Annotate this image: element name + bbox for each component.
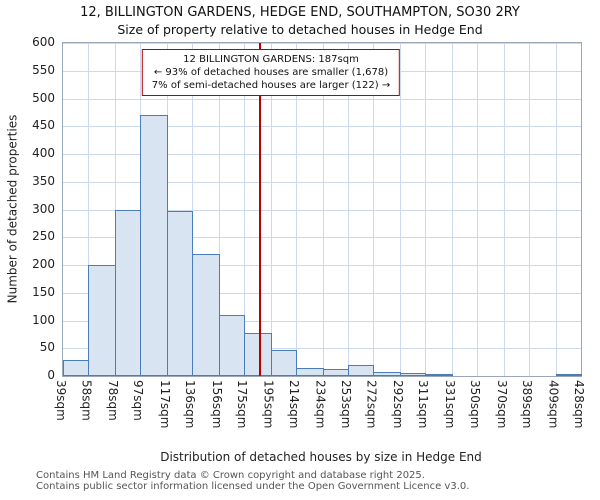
gridline-vertical — [347, 43, 349, 376]
gridline-horizontal — [63, 126, 581, 128]
x-tick-label: 253sqm — [338, 380, 353, 429]
gridline-vertical — [88, 43, 90, 376]
x-tick-label: 409sqm — [546, 380, 561, 429]
x-axis-label: Distribution of detached houses by size … — [160, 450, 482, 464]
histogram-bar — [244, 332, 272, 376]
histogram-bar — [63, 360, 90, 376]
gridline-vertical — [529, 43, 531, 376]
y-tick-label: 0 — [47, 368, 55, 382]
histogram-bar — [555, 374, 582, 376]
x-tick-label: 78sqm — [105, 380, 120, 421]
y-tick-label: 150 — [32, 284, 55, 299]
histogram-bar — [270, 349, 298, 376]
gridline-vertical — [503, 43, 505, 376]
gridline-horizontal — [63, 237, 581, 239]
histogram-bar — [425, 373, 453, 376]
gridline-vertical — [270, 43, 272, 376]
gridline-horizontal — [63, 209, 581, 211]
annotation-line-1: 12 BILLINGTON GARDENS: 187sqm — [183, 54, 359, 65]
x-tick-label: 428sqm — [572, 380, 586, 429]
x-tick-label: 97sqm — [131, 380, 146, 421]
x-tick-label: 389sqm — [520, 380, 535, 429]
gridline-horizontal — [63, 348, 581, 350]
gridline-vertical — [218, 43, 220, 376]
x-tick-label: 58sqm — [79, 380, 94, 421]
gridline-horizontal — [63, 154, 581, 155]
y-tick-label: 300 — [32, 201, 55, 216]
annotation-line-3: 7% of semi-detached houses are larger (1… — [151, 80, 391, 91]
plot-area: 12 BILLINGTON GARDENS: 187sqm ← 93% of d… — [62, 42, 582, 377]
x-tick-label: 234sqm — [313, 380, 328, 429]
histogram-bar — [322, 369, 349, 376]
x-tick-label: 117sqm — [157, 380, 172, 429]
gridline-vertical — [192, 43, 194, 376]
x-tick-label: 311sqm — [416, 380, 431, 429]
y-tick-label: 50 — [39, 340, 55, 355]
histogram-bar — [166, 211, 194, 376]
histogram-bar — [296, 368, 324, 376]
x-tick-label: 292sqm — [390, 380, 405, 429]
x-tick-label: 39sqm — [54, 380, 68, 421]
gridline-horizontal — [63, 181, 581, 183]
gridline-vertical — [477, 43, 479, 376]
y-tick-label: 550 — [32, 62, 55, 77]
y-tick-label: 450 — [32, 118, 55, 133]
y-tick-label: 600 — [32, 35, 55, 49]
gridline-vertical — [555, 43, 557, 376]
footer-line-2: Contains public sector information licen… — [36, 481, 470, 492]
x-tick-label: 136sqm — [183, 380, 198, 429]
x-tick-label: 214sqm — [287, 380, 302, 429]
histogram-bar — [114, 209, 142, 376]
y-tick-label: 350 — [32, 173, 55, 188]
histogram-bar — [140, 115, 168, 376]
histogram-bar — [218, 314, 246, 376]
gridline-horizontal — [63, 320, 581, 322]
annotation-line-2: ← 93% of detached houses are smaller (1,… — [153, 67, 389, 78]
x-tick-label: 175sqm — [235, 380, 250, 429]
x-tick-label: 370sqm — [494, 380, 509, 429]
histogram-bar — [88, 265, 116, 376]
gridline-vertical — [373, 43, 375, 376]
y-tick-label: 500 — [32, 90, 55, 105]
chart-title: 12, BILLINGTON GARDENS, HEDGE END, SOUTH… — [80, 5, 520, 20]
y-tick-label: 250 — [32, 229, 55, 244]
gridline-vertical — [322, 43, 324, 376]
histogram-bar — [192, 253, 220, 376]
gridline-horizontal — [63, 265, 581, 266]
gridline-vertical — [244, 43, 246, 376]
x-tick-label: 272sqm — [364, 380, 379, 429]
x-tick-label: 331sqm — [442, 380, 457, 429]
gridline-horizontal — [63, 43, 581, 44]
histogram-bar — [347, 364, 375, 376]
x-tick-label: 195sqm — [261, 380, 276, 429]
gridline-horizontal — [63, 292, 581, 294]
y-tick-label: 200 — [32, 257, 55, 271]
x-tick-label: 156sqm — [209, 380, 224, 429]
x-tick-label: 350sqm — [468, 380, 483, 429]
gridline-vertical — [425, 43, 427, 376]
gridline-vertical — [296, 43, 298, 376]
histogram-bar — [399, 373, 427, 376]
y-tick-label: 100 — [32, 312, 55, 327]
annotation-box: 12 BILLINGTON GARDENS: 187sqm ← 93% of d… — [141, 49, 401, 96]
y-tick-label: 400 — [32, 146, 55, 160]
subject-property-marker-line — [259, 43, 262, 376]
gridline-vertical — [451, 43, 453, 376]
footer-line-1: Contains HM Land Registry data © Crown c… — [36, 470, 425, 481]
gridline-horizontal — [63, 98, 581, 100]
histogram-bar — [373, 372, 401, 376]
chart-subtitle: Size of property relative to detached ho… — [117, 22, 483, 37]
gridline-vertical — [399, 43, 401, 376]
